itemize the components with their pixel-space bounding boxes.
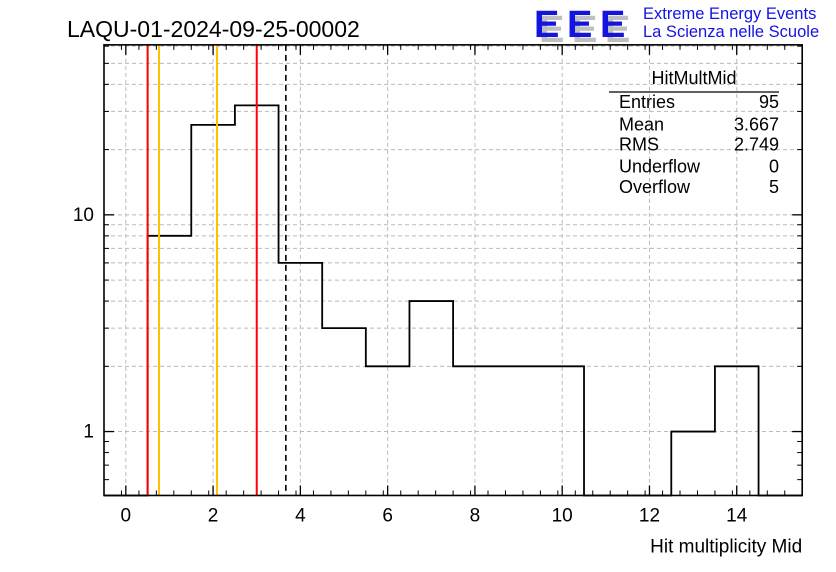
svg-text:8: 8: [470, 505, 481, 526]
svg-text:E: E: [567, 4, 592, 46]
svg-text:HitMultMid: HitMultMid: [651, 68, 736, 88]
svg-text:LAQU-01-2024-09-25-00002: LAQU-01-2024-09-25-00002: [67, 16, 360, 42]
svg-text:E: E: [534, 4, 559, 46]
svg-text:Mean: Mean: [619, 115, 664, 135]
svg-text:1: 1: [83, 422, 94, 443]
svg-text:6: 6: [382, 505, 393, 526]
svg-text:Underflow: Underflow: [619, 157, 701, 177]
svg-text:95: 95: [759, 92, 779, 112]
svg-text:0: 0: [121, 505, 132, 526]
svg-text:Hit multiplicity Mid: Hit multiplicity Mid: [650, 536, 802, 557]
svg-text:5: 5: [769, 177, 779, 197]
svg-text:RMS: RMS: [619, 135, 659, 155]
svg-text:10: 10: [73, 205, 94, 226]
svg-text:3.667: 3.667: [734, 115, 779, 135]
svg-text:2: 2: [208, 505, 219, 526]
svg-text:2.749: 2.749: [734, 135, 779, 155]
svg-text:10: 10: [552, 505, 573, 526]
svg-text:12: 12: [639, 505, 660, 526]
svg-text:E: E: [600, 4, 625, 46]
svg-text:14: 14: [726, 505, 748, 526]
svg-text:4: 4: [295, 505, 306, 526]
svg-text:Entries: Entries: [619, 92, 675, 112]
svg-text:Overflow: Overflow: [619, 177, 691, 197]
svg-text:Extreme Energy Events: Extreme Energy Events: [643, 5, 816, 23]
svg-text:La Scienza nelle Scuole: La Scienza nelle Scuole: [643, 23, 819, 41]
svg-text:0: 0: [769, 157, 779, 177]
